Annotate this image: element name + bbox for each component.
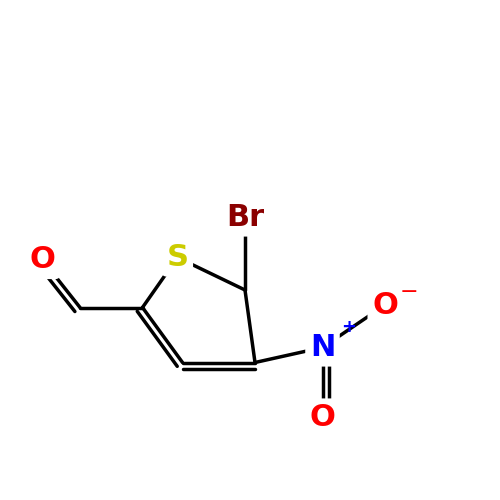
Text: +: + bbox=[341, 318, 356, 336]
Text: Br: Br bbox=[226, 203, 264, 232]
Text: O: O bbox=[310, 403, 336, 432]
Text: N: N bbox=[310, 333, 335, 362]
Text: −: − bbox=[399, 282, 418, 302]
Text: O: O bbox=[30, 246, 56, 274]
Text: S: S bbox=[166, 243, 188, 272]
Text: O: O bbox=[372, 290, 398, 320]
